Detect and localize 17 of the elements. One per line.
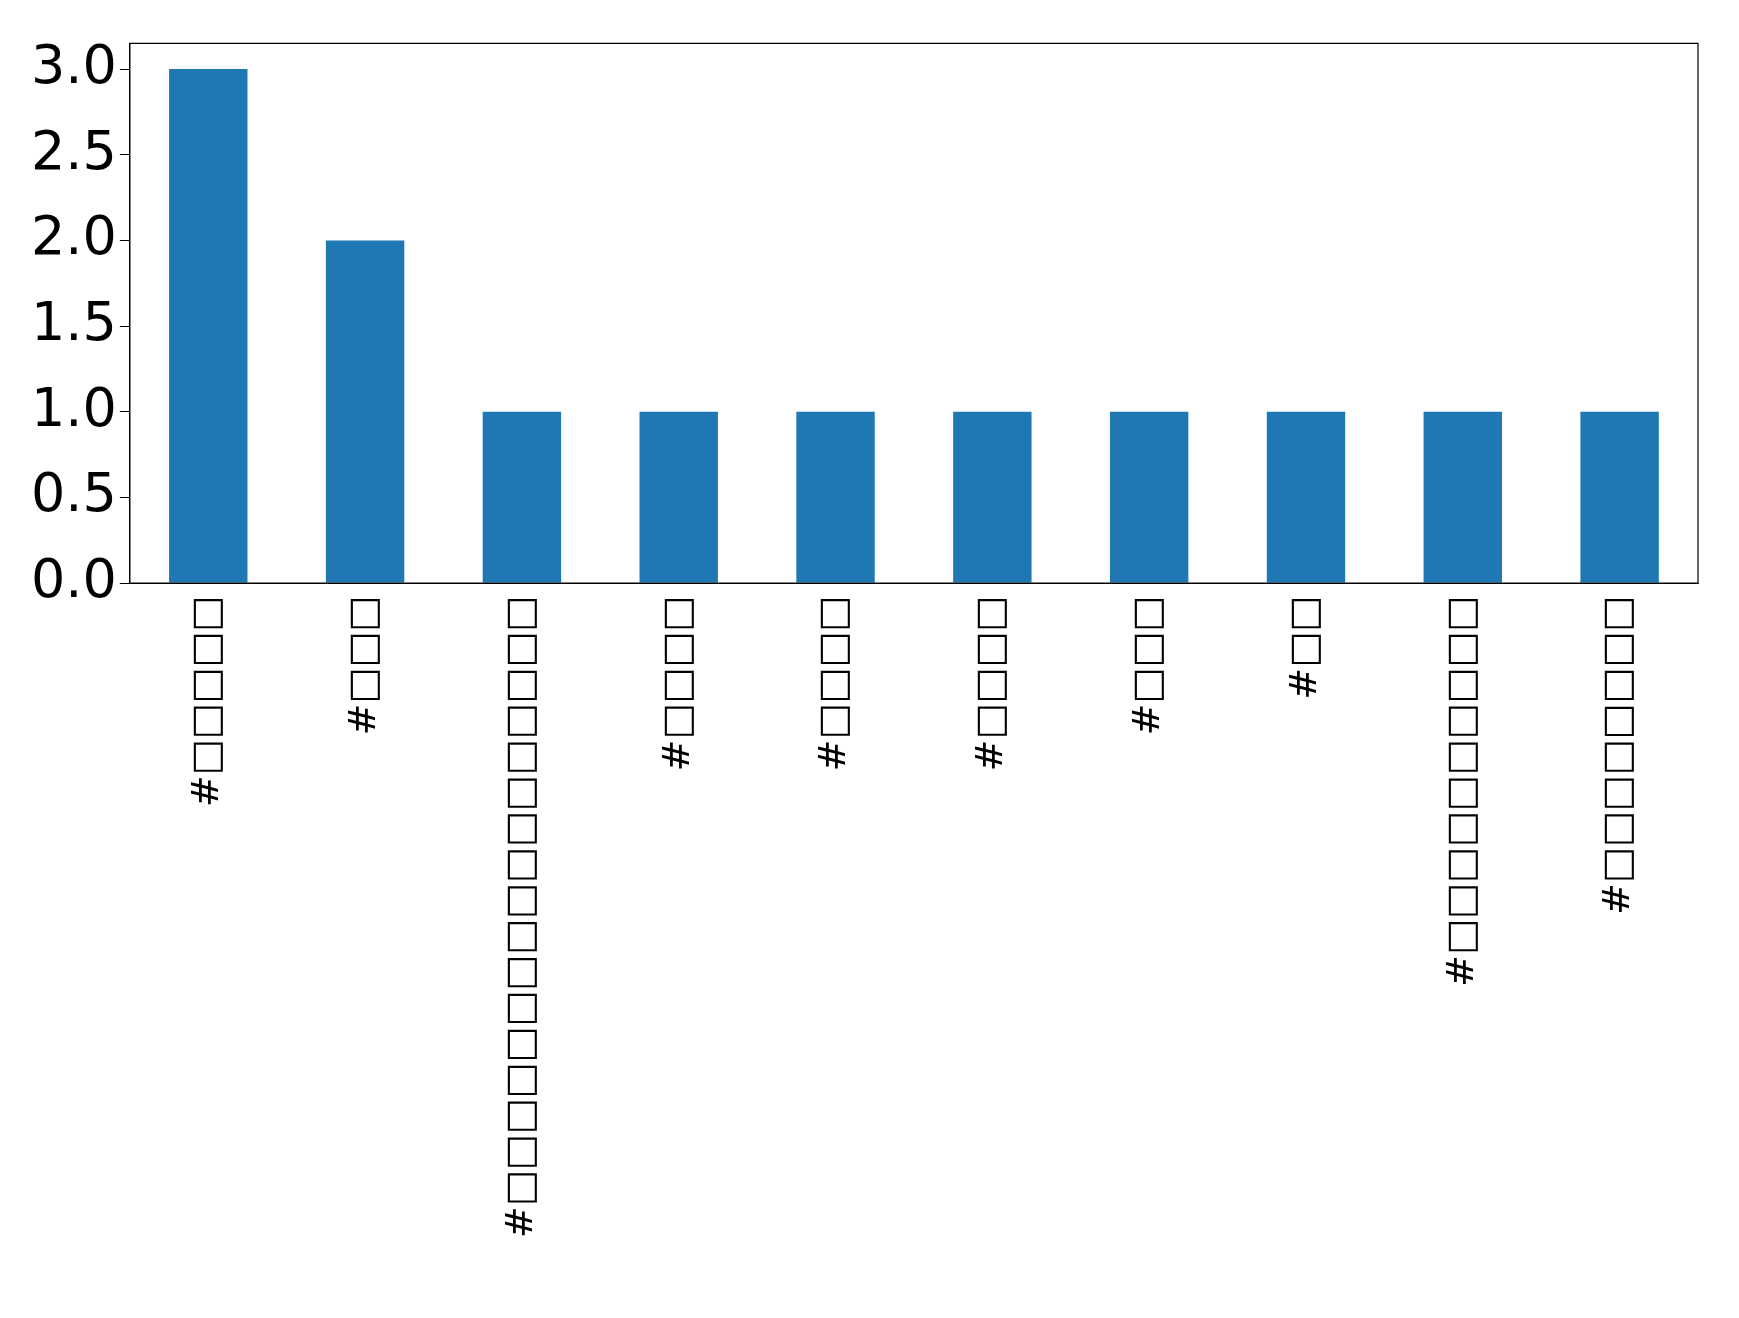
y-tick-label: 2.0 [30, 204, 117, 268]
x-tick-label: #□□□□□□□□□□□□□□□□□ [496, 596, 541, 1239]
x-tick-label: #□□□□ [653, 596, 698, 772]
x-tick-label: #□□□□□□□□ [1594, 596, 1639, 916]
y-tick-label: 1.5 [30, 290, 117, 354]
x-tick-label: #□□□ [339, 596, 384, 736]
x-tick-label: #□□□□□□□□□□ [1437, 596, 1482, 987]
y-tick-label: 0.5 [30, 461, 117, 525]
x-tick-label: #□□ [1280, 596, 1325, 700]
x-tick-label: #□□□□□ [183, 596, 228, 808]
y-tick-label: 3.0 [30, 33, 117, 97]
x-tick-label: #□□□□ [810, 596, 855, 772]
y-tick-label: 1.0 [30, 375, 117, 439]
y-tick-label: 2.5 [30, 118, 117, 182]
y-tick-label: 0.0 [30, 547, 117, 611]
x-tick-label: #□□□ [1124, 596, 1169, 736]
x-tick-label: #□□□□ [967, 596, 1012, 772]
